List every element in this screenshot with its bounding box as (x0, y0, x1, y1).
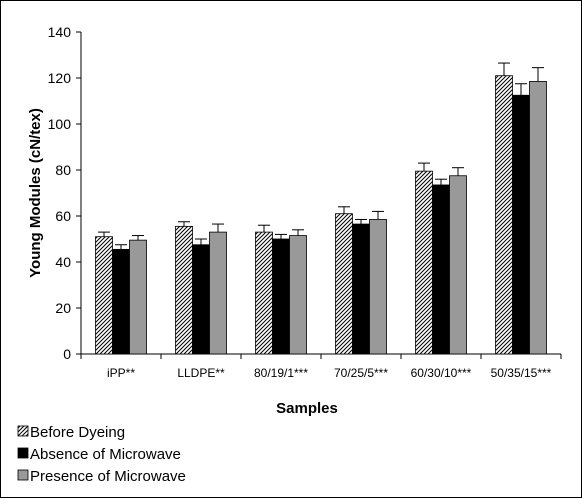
y-tick-label: 20 (55, 300, 71, 316)
bar (176, 226, 193, 354)
y-tick-label: 100 (48, 116, 72, 132)
bar (336, 214, 353, 354)
legend-swatch (18, 426, 28, 436)
bar (96, 237, 113, 354)
bar (210, 232, 227, 354)
bar (273, 239, 290, 354)
legend-swatch (18, 448, 28, 458)
x-tick-label: iPP** (107, 366, 135, 380)
bar (496, 76, 513, 354)
x-tick-label: 70/25/5*** (334, 366, 388, 380)
bar (530, 81, 547, 354)
bar (130, 240, 147, 354)
bar (113, 249, 130, 354)
y-tick-label: 60 (55, 208, 71, 224)
legend-swatch (18, 470, 28, 480)
x-axis-label: Samples (276, 400, 338, 417)
x-tick-label: LLDPE** (177, 366, 225, 380)
legend: Before Dyeing Absence of Microwave Presenc… (18, 424, 186, 485)
y-tick-label: 140 (48, 24, 72, 40)
y-tick-label: 120 (48, 70, 72, 86)
bar (416, 171, 433, 354)
y-tick-label: 80 (55, 162, 71, 178)
bar (433, 185, 450, 354)
plot-area: 0 20 40 60 80 100 120 140 iPP** LLDPE** 80/19/1***… (48, 24, 561, 380)
x-tick-label: 50/35/15*** (491, 366, 552, 380)
bar (450, 176, 467, 354)
legend-label: Absence of Microwave (30, 446, 181, 463)
bar (513, 95, 530, 354)
y-tick-label: 0 (63, 346, 71, 362)
y-axis-label: Young Modules (cN/tex) (27, 108, 44, 278)
bar (256, 232, 273, 354)
y-tick-label: 40 (55, 254, 71, 270)
bar (193, 245, 210, 354)
bar (353, 224, 370, 354)
x-tick-label: 80/19/1*** (254, 366, 308, 380)
x-tick-label: 60/30/10*** (411, 366, 472, 380)
bar (370, 219, 387, 354)
bar (290, 236, 307, 354)
legend-label: Before Dyeing (30, 424, 125, 441)
legend-label: Presence of Microwave (30, 468, 186, 485)
